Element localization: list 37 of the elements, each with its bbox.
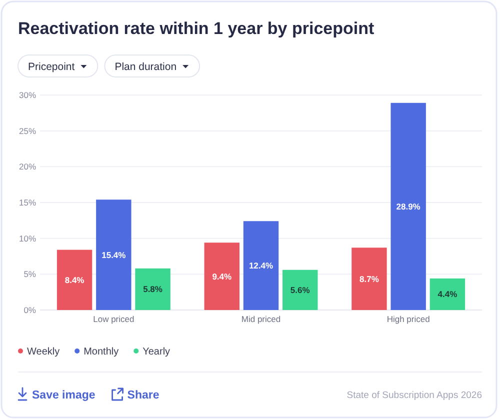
data-label: 28.9%: [396, 201, 421, 212]
y-tick-label: 15%: [18, 197, 36, 208]
data-label: 15.4%: [102, 250, 126, 260]
y-tick-label: 30%: [18, 90, 36, 100]
bar: [135, 268, 170, 310]
y-tick-label: 0%: [24, 304, 36, 315]
data-label: 8.4%: [64, 274, 85, 285]
y-tick-label: 25%: [18, 126, 36, 136]
data-label: 9.4%: [212, 271, 232, 282]
x-tick-label: Low priced: [93, 314, 134, 324]
x-tick-label: Mid priced: [241, 314, 281, 324]
data-label: 12.4%: [248, 260, 274, 271]
bar: [243, 221, 279, 310]
legend-label: Monthly: [84, 346, 119, 358]
text: Pricepoint: [28, 61, 75, 73]
data-label: 5.6%: [290, 284, 310, 295]
bar: [204, 242, 240, 310]
text: Save image: [32, 390, 96, 402]
legend-label: Weekly: [27, 346, 60, 358]
bar: [96, 200, 132, 310]
bar: [56, 250, 92, 310]
y-tick-label: 10%: [18, 233, 36, 244]
data-label: 5.8%: [143, 284, 163, 294]
bar: [352, 248, 387, 310]
y-tick-label: 5%: [24, 269, 36, 280]
data-label: 4.4%: [438, 289, 458, 300]
bar: [282, 270, 318, 310]
text: State of Subscription Apps 2026: [346, 390, 482, 401]
y-tick-label: 20%: [18, 162, 36, 172]
text: Plan duration: [114, 61, 177, 73]
x-tick-label: High priced: [386, 314, 430, 324]
bar: [430, 278, 466, 310]
data-label: 8.7%: [360, 274, 380, 284]
text: Share: [127, 390, 160, 402]
legend-label: Yearly: [142, 346, 170, 358]
bar: [390, 102, 426, 310]
chart-title: Reactivation rate within 1 year by pricepoint: [18, 19, 374, 38]
